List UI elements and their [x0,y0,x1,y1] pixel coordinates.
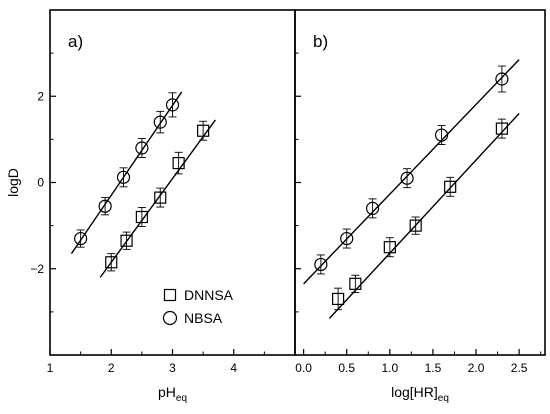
x-tick-label: 1.5 [425,361,442,375]
data-point-dnnsa [172,156,185,170]
data-point-dnnsa [197,124,210,137]
legend-marker-nbsa [162,310,178,326]
data-point-dnnsa [154,191,167,204]
data-point-nbsa [74,231,88,246]
data-point-dnnsa [495,122,508,135]
fit-line-nbsa [303,59,520,285]
legend-label-nbsa: NBSA [184,310,223,326]
data-point-nbsa [165,98,180,112]
data-point-nbsa [116,170,131,184]
data-point-dnnsa [105,256,118,269]
x-tick-label: 1 [47,361,54,375]
x-tick-label: 4 [230,361,237,375]
panel-label-b: b) [313,32,328,51]
x-axis-title-a: pHeq [158,384,187,404]
data-point-dnnsa [444,180,457,193]
data-point-nbsa [400,171,414,185]
x-axis-title-sub: eq [176,393,187,404]
y-axis-title: logD [5,168,21,197]
data-point-nbsa [98,199,112,213]
x-axis-title-b: log[HR]eq [391,384,449,404]
plot-frame-a [49,9,296,356]
data-point-dnnsa [332,292,345,306]
data-point-dnnsa [383,241,396,254]
x-tick-label: 1.0 [381,361,398,375]
data-point-dnnsa [120,234,133,247]
data-point-dnnsa [409,219,422,232]
fit-line-dnnsa [328,113,520,319]
x-tick-label: 2 [108,361,115,375]
data-point-nbsa [135,141,149,155]
data-point-nbsa [434,128,449,142]
x-axis-title-main: pH [158,384,176,400]
data-point-dnnsa [349,277,362,290]
x-axis-title-main: log[HR] [391,384,438,400]
data-point-nbsa [314,257,328,272]
y-tick-label: 0 [37,176,44,190]
x-axis-title-sub: eq [438,393,449,404]
fit-line-dnnsa [99,119,216,278]
legend-marker-dnnsa [163,288,177,302]
x-tick-label: 2.5 [511,361,528,375]
data-point-nbsa [153,115,167,129]
y-tick-label: −2 [30,262,44,276]
panel-b: 0.0 0.5 1.0 1.5 2.0 2.5 b) log[HR]eq [294,9,546,404]
panel-a: 1 2 3 4 −2 0 2 a) pHeq logD [5,9,296,404]
legend-label-dnnsa: DNNSA [184,287,234,303]
legend: DNNSA NBSA [162,287,234,326]
panel-label-a: a) [68,32,83,51]
data-point-nbsa [340,231,354,246]
x-tick-label: 3 [169,361,176,375]
y-tick-label: 2 [37,89,44,103]
data-point-nbsa [495,72,509,86]
x-tick-label: 2.0 [468,361,485,375]
x-tick-label: 0.0 [295,361,312,375]
data-point-dnnsa [135,210,148,224]
data-point-nbsa [365,201,380,215]
x-tick-label: 0.5 [338,361,355,375]
